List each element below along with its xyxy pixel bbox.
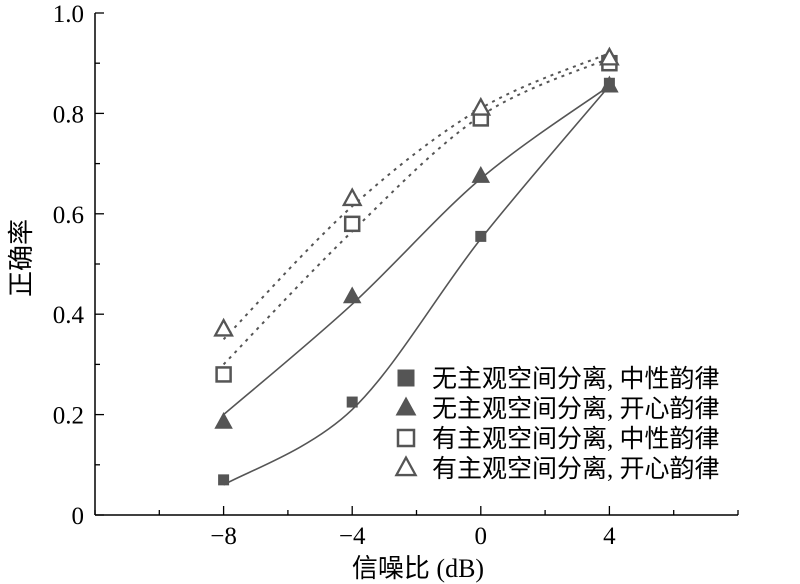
data-point-series-3 [343,215,361,233]
axes: 0 0.2 0.4 0.6 0.8 1.0 −8 −4 0 4 [53,1,739,550]
fit-line-series-2 [223,85,610,416]
x-tick-label: 4 [603,523,616,550]
y-tick-label: 1.0 [53,1,84,28]
data-point-series-2 [342,286,362,304]
legend-marker-series-2 [395,396,417,416]
data-point-series-2 [214,411,233,429]
data-point-series-1 [475,230,487,242]
y-tick-label: 0.6 [53,202,84,229]
data-point-series-2 [600,75,619,93]
data-point-series-1 [218,474,230,486]
y-tick-label: 0.8 [53,101,84,128]
data-point-series-4 [341,187,363,207]
x-tick-label: −8 [210,523,237,550]
data-point-series-4 [213,317,234,337]
y-tick-label: 0.2 [53,403,84,430]
data-point-series-1 [346,396,358,408]
fit-lines [222,52,611,486]
data-markers [213,46,620,486]
legend-label-series-3: 有主观空间分离, 中性韵律 [432,425,720,453]
legend-marker-series-1 [397,369,415,387]
fit-line-series-1 [223,85,611,486]
data-point-series-3 [215,366,232,383]
y-axis-label: 正确率 [7,219,36,297]
x-tick-label: 0 [475,523,488,550]
legend-marker-series-4 [394,455,418,477]
fit-line-series-4 [222,52,610,340]
data-point-series-4 [599,46,620,66]
fit-line-series-3 [222,57,610,366]
x-tick-label: −4 [339,523,366,550]
legend-label-series-1: 无主观空间分离, 中性韵律 [432,365,720,393]
x-axis-label: 信噪比 (dB) [352,554,484,583]
data-point-series-2 [471,165,491,183]
legend-label-series-4: 有主观空间分离, 开心韵律 [432,455,720,483]
y-tick-label: 0 [72,503,85,530]
y-tick-label: 0.4 [53,302,85,329]
data-point-series-4 [470,96,492,116]
legend-marker-series-3 [396,428,416,448]
legend-label-series-2: 无主观空间分离, 开心韵律 [432,395,720,423]
